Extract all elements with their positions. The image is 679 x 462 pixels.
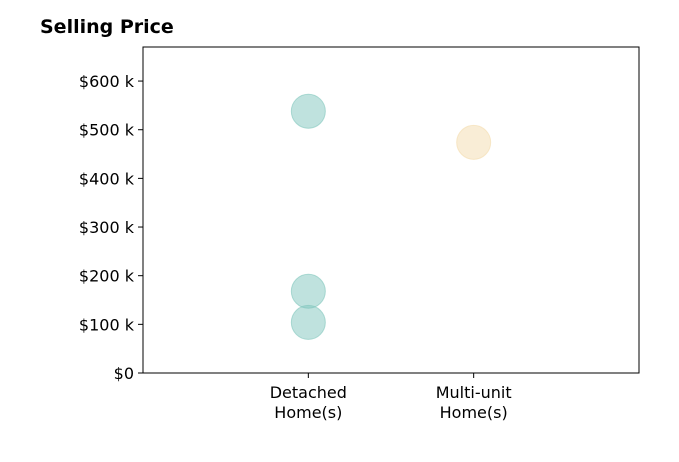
chart-title: Selling Price [40,16,174,38]
y-tick-label: $500 k [79,121,135,140]
data-point [456,124,492,160]
data-point [290,93,326,129]
x-axis: Detached Home(s) Multi-unit Home(s) [270,373,512,422]
x-tick-label: Detached Home(s) [270,383,347,422]
points-layer [290,93,492,340]
data-point [290,304,326,340]
y-tick-label: $0 [114,364,134,383]
data-point [290,273,326,309]
y-tick-label: $300 k [79,218,135,237]
y-tick-label: $100 k [79,315,135,334]
y-tick-label: $600 k [79,72,135,91]
y-tick-label: $200 k [79,267,135,286]
y-axis: $0 $100 k $200 k $300 k $400 k $500 k $600 k [79,72,143,383]
plot-frame [142,46,640,374]
x-tick-label: Multi-unit Home(s) [436,383,512,422]
y-tick-label: $400 k [79,169,135,188]
